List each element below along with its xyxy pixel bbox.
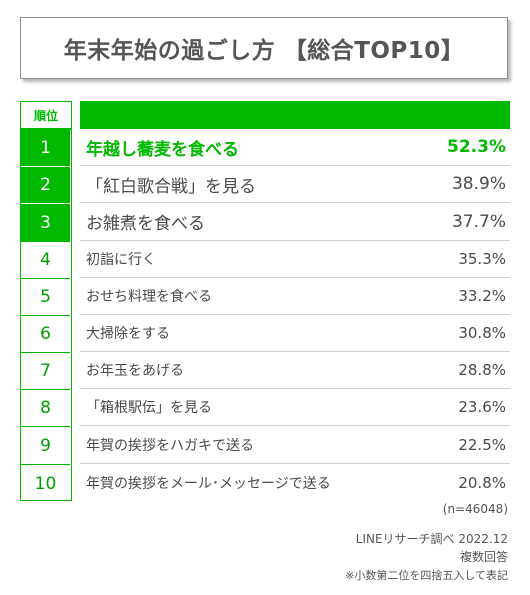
item-value: 35.3% bbox=[458, 250, 506, 268]
item-label: 年越し蕎麦を食べる bbox=[86, 139, 239, 160]
ranking-row: 年賀の挨拶をハガキで送る 22.5% bbox=[80, 426, 510, 464]
rank-number: 9 bbox=[21, 427, 70, 465]
rank-column-header: 順位 bbox=[20, 101, 72, 129]
ranking-row: お年玉をあげる 28.8% bbox=[80, 352, 510, 389]
ranking-row: お雑煮を食べる 37.7% bbox=[80, 203, 510, 241]
item-label: 年賀の挨拶をメール･メッセージで送る bbox=[86, 475, 331, 492]
item-value: 33.2% bbox=[458, 287, 506, 305]
item-label: 「紅白歌合戦」を見る bbox=[86, 176, 256, 197]
item-label: お年玉をあげる bbox=[86, 363, 184, 379]
source-label: LINEリサーチ調べ 2022.12 bbox=[355, 532, 508, 546]
item-value: 22.5% bbox=[458, 435, 506, 454]
item-label: 初詣に行く bbox=[86, 252, 156, 268]
ranking-row: 「箱根駅伝」を見る 23.6% bbox=[80, 389, 510, 426]
rank-column: 1 2 3 4 5 6 7 8 9 10 bbox=[20, 129, 72, 501]
page-title: 年末年始の過ごし方 【総合TOP10】 bbox=[20, 17, 508, 79]
item-value: 38.9% bbox=[451, 174, 506, 194]
rank-number: 1 bbox=[21, 130, 70, 167]
ranking-row: 初詣に行く 35.3% bbox=[80, 241, 510, 278]
ranking-row: 大掃除をする 30.8% bbox=[80, 315, 510, 352]
item-label: 「箱根駅伝」を見る bbox=[86, 400, 212, 416]
ranking-row: 「紅白歌合戦」を見る 38.9% bbox=[80, 166, 510, 203]
rank-number: 8 bbox=[21, 390, 70, 427]
rank-number: 6 bbox=[21, 316, 70, 353]
item-label: 年賀の挨拶をハガキで送る bbox=[86, 437, 254, 454]
ranking-row: 年賀の挨拶をメール･メッセージで送る 20.8% bbox=[80, 464, 510, 501]
item-label: お雑煮を食べる bbox=[86, 214, 205, 234]
item-value: 20.8% bbox=[458, 473, 506, 492]
item-value: 30.8% bbox=[458, 324, 506, 342]
rounding-note: ※小数第二位を四捨五入して表記 bbox=[345, 569, 508, 582]
item-label: おせち料理を食べる bbox=[86, 289, 212, 305]
item-value: 52.3% bbox=[447, 137, 506, 157]
rank-number: 2 bbox=[21, 167, 70, 204]
sample-size: (n=46048) bbox=[442, 502, 508, 516]
item-value: 28.8% bbox=[458, 361, 506, 379]
item-label: 大掃除をする bbox=[86, 326, 170, 342]
answer-type-note: 複数回答 bbox=[459, 550, 508, 564]
item-value: 23.6% bbox=[458, 398, 506, 416]
header-bar bbox=[80, 101, 510, 129]
ranking-row: おせち料理を食べる 33.2% bbox=[80, 278, 510, 315]
rank-number: 7 bbox=[21, 353, 70, 390]
ranking-row: 年越し蕎麦を食べる 52.3% bbox=[80, 129, 510, 166]
rank-number: 4 bbox=[21, 242, 70, 279]
rank-number: 5 bbox=[21, 279, 70, 316]
rank-number: 3 bbox=[21, 204, 70, 242]
item-value: 37.7% bbox=[451, 211, 506, 232]
rank-number: 10 bbox=[34, 473, 57, 494]
